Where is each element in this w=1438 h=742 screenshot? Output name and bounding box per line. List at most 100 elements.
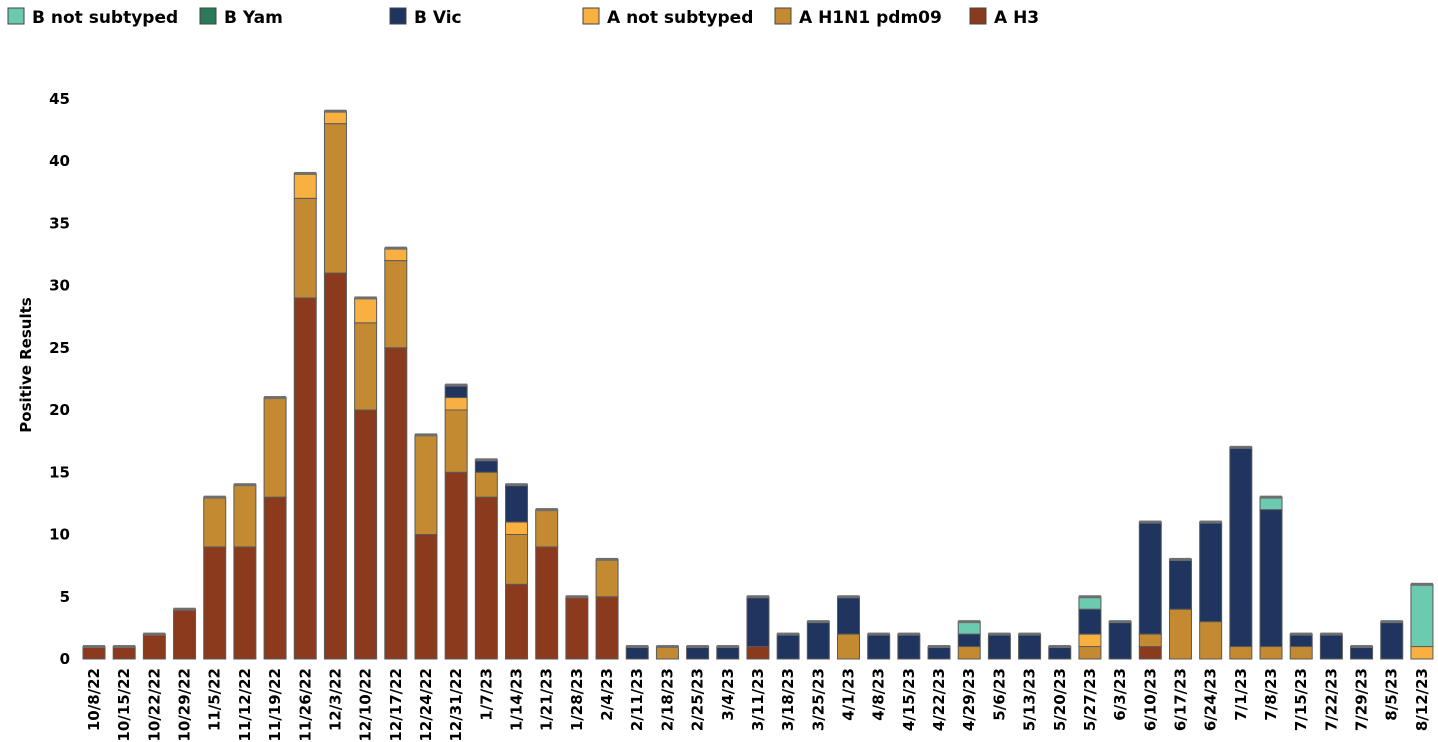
x-tick-label: 2/11/23 [628,668,646,731]
bar-segment-a-h1n1-pdm09 [354,322,378,411]
bar-segment-b-vic [746,596,770,648]
bar-segment-a-h1n1-pdm09 [1229,646,1253,660]
bar-cap [686,645,709,649]
bar-segment-a-h3 [142,633,166,660]
bar-segment-a-h1n1-pdm09 [323,123,347,274]
bar-cap [505,483,528,487]
x-tick-label: 6/3/23 [1111,668,1129,721]
bar-segment-a-h1n1-pdm09 [837,633,860,660]
bar-segment-a-h1n1-pdm09 [233,484,257,548]
bar-cap [535,508,558,512]
bar-segment-a-not-subtyped [1410,646,1434,660]
bar-cap [1380,620,1403,624]
bar-segment-b-not-subtyped [1259,496,1283,511]
bar-cap [324,109,347,113]
bar-segment-a-h3 [233,546,257,660]
x-tick-label: 4/22/23 [930,668,948,731]
bar-cap [143,632,166,636]
bar-segment-b-vic [1168,558,1192,610]
bar-segment-a-h1n1-pdm09 [203,496,227,548]
bar-cap [1048,645,1071,649]
x-tick-label: 7/1/23 [1232,668,1250,721]
bar-cap [1169,557,1192,561]
bar-segment-a-h3 [1138,646,1162,660]
bar-segment-b-vic [1199,521,1223,623]
bar-cap [354,296,377,300]
bar-cap [1350,645,1373,649]
bar-cap [113,645,136,649]
bar-segment-a-h3 [354,409,378,660]
bar-cap [233,483,256,487]
legend-label-a-not-subtyped: A not subtyped [607,8,753,28]
x-tick-label: 4/15/23 [900,668,918,731]
y-tick-label: 20 [49,401,70,419]
legend-label-b-yam: B Yam [224,8,283,28]
legend-label-b-not-subtyped: B not subtyped [32,8,178,28]
bar-segment-a-h1n1-pdm09 [1199,621,1223,660]
bar-cap [897,632,920,636]
y-tick-label: 0 [60,650,70,668]
x-tick-label: 12/3/22 [326,668,344,731]
bar-segment-a-h1n1-pdm09 [1168,608,1192,660]
bar-segment-b-vic [1108,621,1132,660]
legend-swatch-b-yam [199,7,217,25]
bar-segment-b-vic [1138,521,1162,635]
bar-segment-b-vic [927,646,951,660]
bar-segment-a-h1n1-pdm09 [263,397,287,498]
bar-segment-a-h1n1-pdm09 [1259,646,1283,660]
bar-segment-b-vic [1319,633,1343,660]
bar-cap [656,645,679,649]
bar-cap [475,458,498,462]
x-tick-label: 5/6/23 [990,668,1008,721]
bar-cap [83,645,105,649]
bar-segment-a-h3 [505,583,529,660]
x-tick-label: 3/11/23 [749,668,767,731]
bar-cap [1229,445,1252,449]
x-tick-label: 7/8/23 [1262,668,1280,721]
x-tick-label: 10/8/22 [85,668,103,731]
bar-segment-a-h3 [384,347,408,660]
y-axis-label: Positive Results [17,297,35,432]
x-tick-label: 8/5/23 [1383,668,1401,721]
x-tick-label: 5/27/23 [1081,668,1099,731]
x-tick-label: 2/18/23 [658,668,676,731]
bar-cap [1139,520,1162,524]
bar-segment-b-vic [1350,646,1374,660]
bar-segment-a-not-subtyped [354,297,378,324]
bar-segment-b-vic [1259,509,1283,648]
y-axis: 0 5 10 15 20 25 30 35 40 45 [49,90,70,668]
bar-cap [1109,620,1132,624]
bar-segment-a-h1n1-pdm09 [444,409,468,473]
bar-cap [1199,520,1222,524]
x-tick-label: 7/22/23 [1322,668,1340,731]
bar-segment-a-h3 [535,546,559,660]
bar-segment-b-vic [1289,633,1313,648]
legend-label-a-h1n1-pdm09: A H1N1 pdm09 [799,8,942,28]
x-tick-label: 4/1/23 [840,668,858,721]
x-tick-label: 2/4/23 [598,668,616,721]
bar-segment-a-h1n1-pdm09 [1078,646,1102,660]
x-tick-label: 12/31/22 [447,668,465,742]
bar-segment-a-h3 [263,496,287,660]
bar-segment-b-vic [1018,633,1042,660]
x-tick-label: 12/24/22 [417,668,435,742]
bar-cap [958,620,981,624]
bar-segment-a-not-subtyped [1078,633,1102,648]
x-tick-label: 6/10/23 [1141,668,1159,731]
x-tick-label: 6/17/23 [1171,668,1189,731]
bar-segment-b-vic [867,633,891,660]
bar-cap [777,632,800,636]
bar-segment-a-h3 [203,546,227,660]
x-tick-label: 2/25/23 [689,668,707,731]
x-tick-label: 4/29/23 [960,668,978,731]
x-tick-label: 11/12/22 [236,668,254,742]
bar-segment-b-vic [1048,646,1072,660]
bar-segment-a-h3 [414,534,438,660]
bar-cap [173,607,196,611]
bar-segment-b-vic [474,459,498,473]
bar-segment-b-not-subtyped [1078,596,1102,610]
bar-segment-b-vic [1229,446,1253,648]
legend-swatch-a-h1n1-pdm09 [774,7,792,25]
x-tick-label: 3/18/23 [779,668,797,731]
